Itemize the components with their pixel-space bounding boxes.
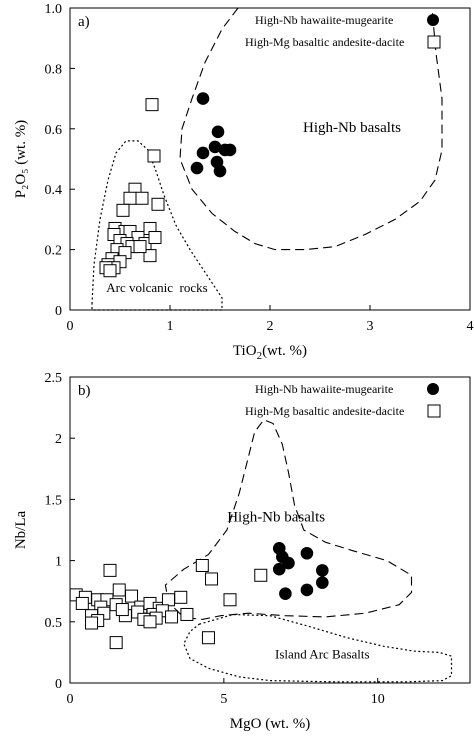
y-tick-label: 0.8 — [45, 62, 63, 77]
data-point-hawaiite — [282, 556, 295, 570]
y-tick-label: 1.0 — [45, 2, 63, 17]
x-tick-label: 5 — [220, 692, 227, 707]
data-point-hawaiite — [316, 576, 329, 589]
y-tick-label: 0.2 — [45, 244, 63, 259]
data-point-hawaiite — [223, 143, 237, 157]
field-outline-high-nb-basalts — [164, 419, 413, 620]
data-point-hawaiite — [211, 125, 225, 139]
y-tick-label: 0.5 — [45, 616, 63, 631]
data-point-andesite — [75, 596, 89, 610]
points-a — [99, 92, 237, 278]
fields-a — [91, 7, 443, 311]
panel-b: 0 5 10 0 0.5 1 1.5 2 2.5 b) High-Nb basalts Isla… — [13, 371, 471, 732]
x-tick-label: 0 — [67, 319, 74, 334]
panel-a: 0 1 2 3 4 0 0.2 0.4 0.6 0.8 1.0 a) High-Nb basalts… — [13, 2, 474, 362]
data-point-hawaiite — [300, 546, 314, 560]
x-tick-label: 10 — [371, 692, 385, 707]
y-tick-label: 0 — [55, 677, 62, 692]
data-point-hawaiite — [190, 161, 204, 175]
legend-label-andesite: High-Mg basaltic andesite-dacite — [245, 404, 404, 418]
data-point-andesite — [145, 98, 159, 112]
y-tick-label: 0 — [55, 304, 62, 319]
data-point-andesite — [201, 631, 215, 645]
y-tick-label: 2 — [55, 432, 62, 447]
legend-b: High-Nb hawaiite-mugearite High-Mg basal… — [245, 382, 441, 418]
points-b — [69, 542, 329, 650]
data-point-andesite — [254, 568, 268, 582]
data-point-hawaiite — [196, 146, 210, 160]
panel-label-b: b) — [78, 383, 91, 399]
y-axis-label-b: Nb/La — [13, 511, 29, 550]
panel-label-a: a) — [78, 14, 90, 30]
x-tick-label: 1 — [167, 319, 174, 334]
y-tick-label: 0.4 — [45, 183, 63, 198]
fields-b — [164, 419, 453, 683]
legend-a: High-Nb hawaiite-mugearite High-Mg basal… — [245, 13, 441, 49]
data-point-andesite — [143, 615, 157, 629]
field-outline-high-nb-basalts — [179, 7, 443, 251]
data-point-andesite — [116, 203, 130, 217]
y-tick-label: 1 — [55, 555, 62, 570]
data-point-andesite — [165, 610, 179, 624]
data-point-andesite — [85, 616, 99, 630]
data-point-andesite — [133, 240, 147, 254]
data-point-andesite — [135, 191, 149, 205]
data-point-andesite — [112, 583, 126, 597]
field-outline-arc — [183, 613, 453, 683]
data-point-andesite — [180, 607, 194, 621]
x-axis-label-a: TiO2(wt. %) — [233, 343, 307, 362]
data-point-andesite — [115, 603, 129, 617]
data-point-andesite — [125, 589, 139, 603]
data-point-andesite — [103, 563, 117, 577]
data-point-hawaiite — [196, 92, 210, 105]
y-tick-label: 1.5 — [45, 493, 63, 508]
x-label-sub: 2 — [257, 350, 263, 362]
data-point-hawaiite — [213, 164, 227, 178]
data-point-andesite — [205, 572, 219, 586]
data-point-hawaiite — [279, 587, 292, 600]
x-tick-label: 4 — [467, 319, 474, 334]
legend-marker-filled-circle — [427, 14, 439, 26]
ticks-b: 0 5 10 0 0.5 1 1.5 2 2.5 — [45, 371, 385, 707]
data-point-andesite — [143, 249, 157, 263]
data-point-andesite — [195, 558, 209, 572]
data-point-hawaiite — [272, 562, 286, 576]
x-label-rest: (wt. %) — [262, 343, 307, 359]
annotation-high-nb-basalts-b: High-Nb basalts — [227, 509, 325, 525]
data-point-hawaiite — [316, 564, 329, 577]
data-point-andesite — [103, 264, 117, 278]
data-point-hawaiite — [300, 583, 314, 597]
annotation-arc-volcanic-rocks: Arc volcanic rocks — [106, 280, 207, 295]
data-point-andesite — [174, 590, 188, 604]
plot-frame-a — [69, 7, 471, 311]
legend-marker-open-square — [427, 35, 441, 49]
x-tick-label: 0 — [67, 692, 74, 707]
annotation-island-arc-basalts: Island Arc Basalts — [275, 647, 370, 662]
data-point-hawaiite — [208, 140, 222, 154]
legend-marker-open-square — [427, 404, 441, 418]
data-point-andesite — [147, 149, 161, 163]
data-point-andesite — [148, 231, 162, 245]
legend-label-hawaiite: High-Nb hawaiite-mugearite — [255, 382, 393, 396]
x-axis-label-b: MgO (wt. %) — [230, 716, 310, 732]
data-point-andesite — [109, 636, 123, 650]
data-point-andesite — [151, 197, 165, 211]
data-point-andesite — [123, 191, 137, 205]
x-tick-label: 2 — [267, 319, 274, 334]
data-point-andesite — [223, 593, 237, 607]
annotation-high-nb-basalts-a: High-Nb basalts — [303, 120, 401, 136]
legend-label-hawaiite: High-Nb hawaiite-mugearite — [255, 13, 393, 27]
data-point-andesite — [161, 593, 175, 607]
y-axis-label-a: P₂O₅ (wt. %) — [13, 120, 29, 198]
legend-label-andesite: High-Mg basaltic andesite-dacite — [245, 35, 404, 49]
x-label-main: TiO — [233, 343, 257, 359]
plot-frame-b — [69, 376, 471, 684]
x-tick-label: 3 — [367, 319, 374, 334]
y-tick-label: 0.6 — [45, 123, 63, 138]
legend-marker-filled-circle — [427, 383, 439, 395]
ticks-a: 0 1 2 3 4 0 0.2 0.4 0.6 0.8 1.0 — [45, 2, 474, 334]
y-tick-label: 2.5 — [45, 371, 63, 386]
